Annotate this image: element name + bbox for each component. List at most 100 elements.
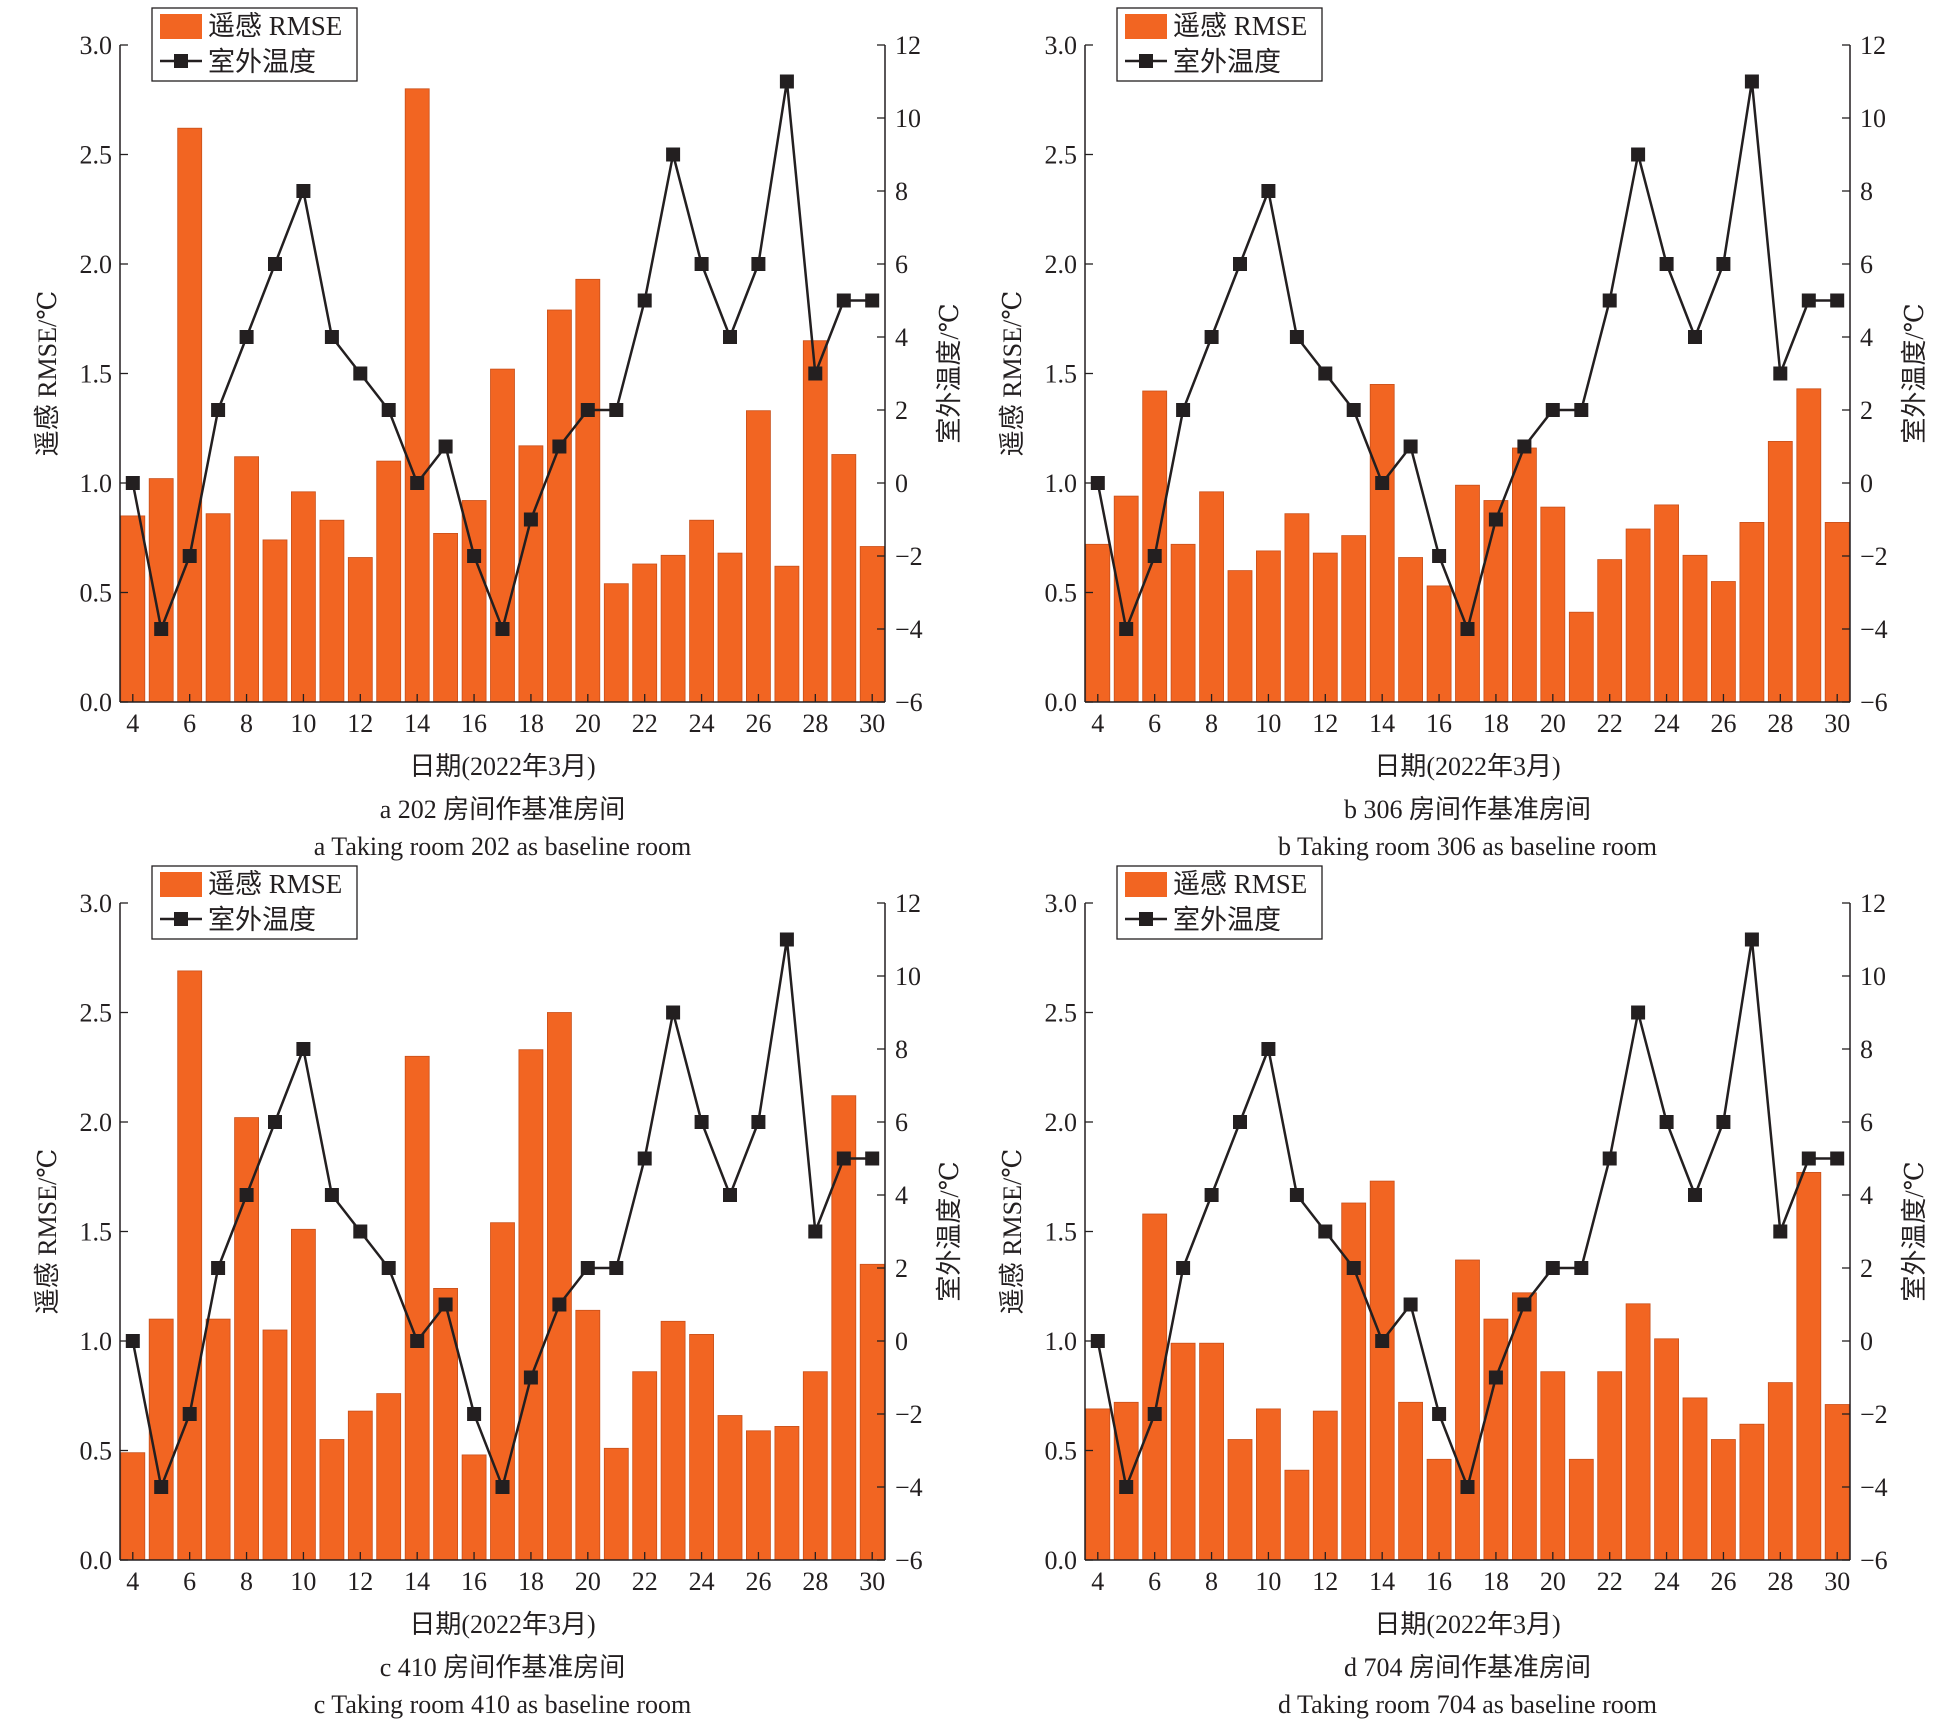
left-tick-label: 1.0	[80, 1327, 113, 1356]
line-marker-day-15	[438, 1297, 453, 1312]
right-tick-label: 2	[1860, 1254, 1873, 1283]
line-marker-day-21	[609, 1261, 624, 1275]
legend: 遥感 RMSE 室外温度	[151, 865, 358, 940]
right-tick-label: 8	[895, 177, 908, 206]
line-marker-day-28	[808, 1224, 823, 1239]
bar-day-16	[461, 500, 487, 703]
bar-day-20	[1540, 506, 1566, 703]
right-tick-label: −6	[1860, 688, 1888, 717]
bar-day-26	[1711, 581, 1736, 703]
line-marker-day-16	[467, 1407, 482, 1421]
line-marker-day-5	[1119, 622, 1134, 636]
x-axis-label: 日期(2022年3月)	[1374, 1610, 1560, 1639]
line-marker-day-30	[1830, 1151, 1845, 1166]
x-tick-label: 22	[1597, 709, 1623, 738]
bar-day-6	[1142, 1213, 1168, 1561]
bar-day-30	[1824, 522, 1850, 703]
bar-day-18	[1483, 500, 1509, 703]
line-marker-day-30	[865, 293, 880, 308]
left-tick-label: 2.0	[1045, 250, 1078, 279]
bar-day-7	[205, 1318, 231, 1561]
x-tick-label: 12	[1312, 1567, 1338, 1596]
x-tick-label: 20	[1540, 709, 1566, 738]
bar-day-28	[1767, 440, 1793, 703]
bar-day-25	[1682, 1397, 1708, 1561]
bar-day-4	[120, 515, 146, 703]
bar-day-12	[1312, 552, 1338, 703]
right-tick-label: 2	[895, 396, 908, 425]
right-tick-label: −4	[1860, 615, 1888, 644]
right-tick-label: 6	[895, 1108, 908, 1137]
x-tick-label: 28	[802, 1567, 828, 1596]
panel-caption-cn: c 410 房间作基准房间	[380, 1653, 626, 1682]
legend-swatch-marker	[174, 54, 188, 68]
y-axis-left-label: 遥感 RMSE/℃	[33, 291, 62, 457]
line-marker-day-27	[779, 932, 794, 947]
x-tick-label: 16	[461, 1567, 487, 1596]
right-tick-label: 12	[1860, 31, 1886, 60]
bar-series	[1085, 1171, 1850, 1561]
left-tick-label: 2.5	[1045, 999, 1078, 1028]
line-marker-day-25	[723, 1188, 737, 1202]
bar-series	[1085, 383, 1850, 703]
right-tick-label: −2	[895, 542, 923, 571]
x-tick-label: 30	[859, 1567, 885, 1596]
x-axis-label: 日期(2022年3月)	[409, 752, 595, 781]
legend: 遥感 RMSE 室外温度	[1116, 865, 1323, 940]
legend-label-rmse: 遥感 RMSE	[1173, 11, 1307, 41]
line-marker-day-6	[182, 1407, 197, 1421]
line-marker-day-22	[637, 293, 652, 308]
x-tick-label: 4	[1091, 709, 1104, 738]
right-tick-label: 2	[895, 1254, 908, 1283]
x-tick-label: 4	[1091, 1567, 1104, 1596]
bar-day-10	[1255, 1408, 1281, 1561]
right-tick-label: 10	[1860, 962, 1886, 991]
line-marker-day-18	[523, 512, 538, 527]
line-marker-day-24	[694, 257, 709, 271]
line-marker-day-11	[1289, 1188, 1304, 1202]
right-tick-label: −6	[895, 688, 923, 717]
y-axis-right-label: 室外温度/℃	[935, 1161, 964, 1301]
line-marker-day-20	[580, 1261, 595, 1275]
line-marker-day-17	[1460, 1480, 1475, 1494]
right-tick-label: −2	[895, 1400, 923, 1429]
left-tick-label: 3.0	[80, 889, 113, 918]
line-marker-day-15	[438, 439, 453, 454]
bar-day-19	[1512, 447, 1537, 703]
bar-day-11	[1284, 1469, 1310, 1561]
panel-caption-cn: d 704 房间作基准房间	[1344, 1653, 1591, 1682]
x-tick-label: 20	[575, 709, 601, 738]
line-marker-day-5	[154, 1480, 169, 1494]
bar-day-21	[1568, 611, 1594, 703]
bar-day-22	[632, 563, 658, 703]
right-tick-label: 12	[895, 31, 921, 60]
bar-day-15	[433, 1287, 459, 1561]
bar-day-18	[518, 1049, 544, 1561]
bar-day-20	[575, 278, 601, 703]
bar-day-8	[1199, 1342, 1225, 1561]
legend-label-temperature: 室外温度	[1173, 47, 1281, 77]
right-tick-label: 0	[1860, 1327, 1873, 1356]
right-tick-label: −4	[895, 1473, 923, 1502]
x-tick-label: 6	[183, 709, 196, 738]
y-axis-left-label: 遥感 RMSE/℃	[33, 1149, 62, 1315]
left-tick-label: 0.5	[80, 1437, 113, 1466]
y-axis-right-label: 室外温度/℃	[1900, 303, 1929, 443]
right-tick-label: 2	[1860, 396, 1873, 425]
line-marker-day-18	[523, 1370, 538, 1385]
bar-day-19	[547, 309, 572, 703]
bar-day-18	[518, 445, 544, 703]
line-marker-day-11	[324, 330, 339, 344]
left-tick-label: 1.5	[80, 1218, 113, 1247]
left-tick-label: 0.5	[1045, 579, 1078, 608]
x-tick-label: 30	[859, 709, 885, 738]
legend-label-temperature: 室外温度	[1173, 905, 1281, 935]
bar-day-13	[376, 1393, 402, 1561]
line-marker-day-23	[666, 1005, 681, 1020]
y-axis-right-label: 室外温度/℃	[1900, 1161, 1929, 1301]
bar-day-22	[1597, 1371, 1623, 1561]
bar-day-23	[1625, 1303, 1651, 1561]
bar-day-13	[1341, 535, 1367, 703]
x-tick-label: 18	[1483, 1567, 1509, 1596]
bar-day-4	[1085, 543, 1111, 703]
